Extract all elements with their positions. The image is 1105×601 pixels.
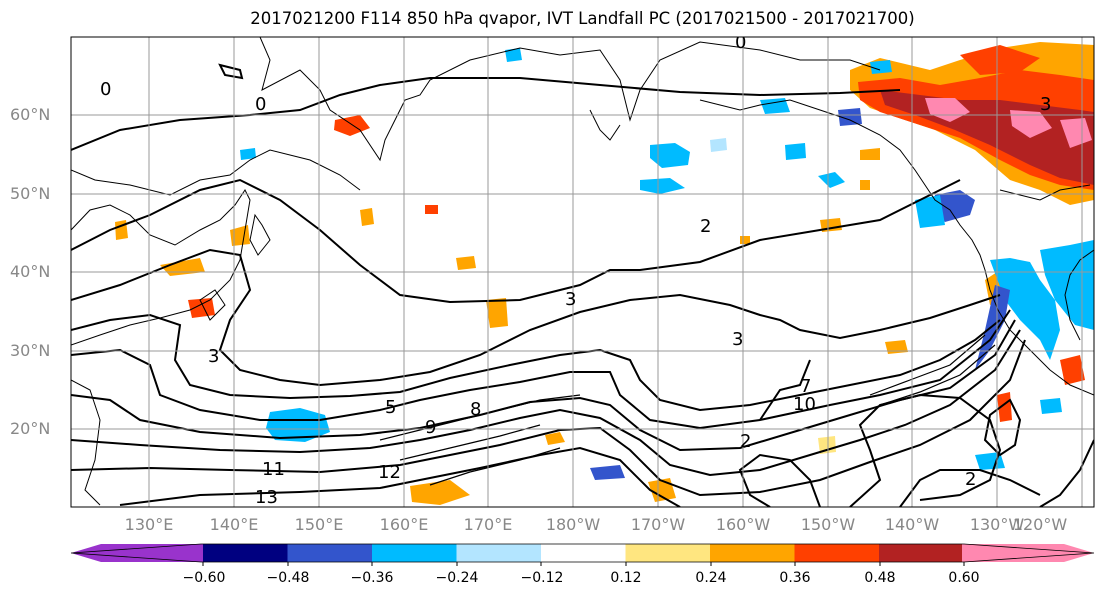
contour-lines-fine	[379, 334, 996, 486]
contour-label: 10	[793, 394, 816, 415]
colorbar-tick-label: 0.36	[779, 570, 811, 586]
lon-label-120w: 120°W	[1012, 515, 1068, 534]
colorbar	[70, 543, 1095, 566]
contour-label: 0	[100, 79, 111, 100]
colorbar-swatch	[372, 544, 457, 562]
lon-label-130w: 130°W	[969, 515, 1025, 534]
contour-label: 8	[470, 399, 481, 420]
contour-label: 3	[565, 289, 576, 310]
colorbar-swatch	[625, 544, 710, 562]
colorbar-tick-label: −0.60	[182, 570, 226, 586]
contour-label: 2	[740, 431, 751, 452]
contour-label: 12	[378, 462, 401, 483]
colorbar-swatch	[287, 544, 372, 562]
map-title: 2017021200 F114 850 hPa qvapor, IVT Land…	[250, 9, 915, 28]
contour-label: 0	[735, 32, 746, 53]
lat-label-20n: 20°N	[10, 419, 51, 438]
contour-label: 0	[255, 94, 266, 115]
colorbar-tick-label: 0.12	[610, 570, 642, 586]
colorbar-tick-label: −0.12	[520, 570, 564, 586]
contour-label: 13	[255, 487, 278, 508]
map-layers: 0 0 0 2 3 3 3 5 7 8 9 10 11 12 13 2 2 3	[71, 32, 1094, 508]
contour-label: 7	[800, 376, 811, 397]
contour-labels: 0 0 0 2 3 3 3 5 7 8 9 10 11 12 13 2 2 3	[100, 32, 1051, 508]
gridlines	[71, 37, 1094, 507]
lon-label-150e: 150°E	[294, 515, 344, 534]
contour-label: 2	[700, 216, 711, 237]
colorbar-swatch	[794, 544, 879, 562]
lon-label-160w: 160°W	[715, 515, 771, 534]
colorbar-tick-label: −0.48	[266, 570, 310, 586]
map-frame	[70, 36, 1095, 508]
lon-label-130e: 130°E	[124, 515, 174, 534]
colorbar-tick-label: 0.24	[695, 570, 727, 586]
negative-anomaly-patches	[240, 48, 1094, 480]
contour-label: 2	[965, 469, 976, 490]
colorbar-swatch	[962, 544, 1094, 562]
colorbar-outline	[70, 543, 1095, 563]
lat-label-40n: 40°N	[10, 262, 51, 281]
lon-label-150w: 150°W	[800, 515, 856, 534]
colorbar-tick-label: −0.24	[435, 570, 479, 586]
lon-label-140e: 140°E	[209, 515, 259, 534]
contour-label: 3	[1040, 94, 1051, 115]
colorbar-swatch	[710, 544, 795, 562]
colorbar-swatch	[71, 544, 203, 562]
contour-label: 3	[732, 329, 743, 350]
contour-label: 9	[425, 417, 436, 438]
contour-label: 11	[262, 459, 285, 480]
lon-label-170e: 170°E	[463, 515, 513, 534]
lat-label-50n: 50°N	[10, 184, 51, 203]
colorbar-tick-label: 0.48	[864, 570, 896, 586]
lat-label-30n: 30°N	[10, 341, 51, 360]
colorbar-swatch	[541, 544, 626, 562]
colorbar-tick-label: 0.60	[948, 570, 980, 586]
lon-label-140w: 140°W	[884, 515, 940, 534]
colorbar-tick-label: −0.36	[350, 570, 394, 586]
contour-label: 3	[208, 346, 219, 367]
colorbar-swatch	[879, 544, 964, 562]
contour-label: 5	[385, 397, 396, 418]
lon-label-170w: 170°W	[630, 515, 686, 534]
lat-label-60n: 60°N	[10, 105, 51, 124]
colorbar-swatch	[456, 544, 541, 562]
lon-label-160e: 160°E	[379, 515, 429, 534]
lon-label-180w: 180°W	[545, 515, 601, 534]
colorbar-swatch	[203, 544, 288, 562]
contour-lines	[71, 63, 1094, 507]
